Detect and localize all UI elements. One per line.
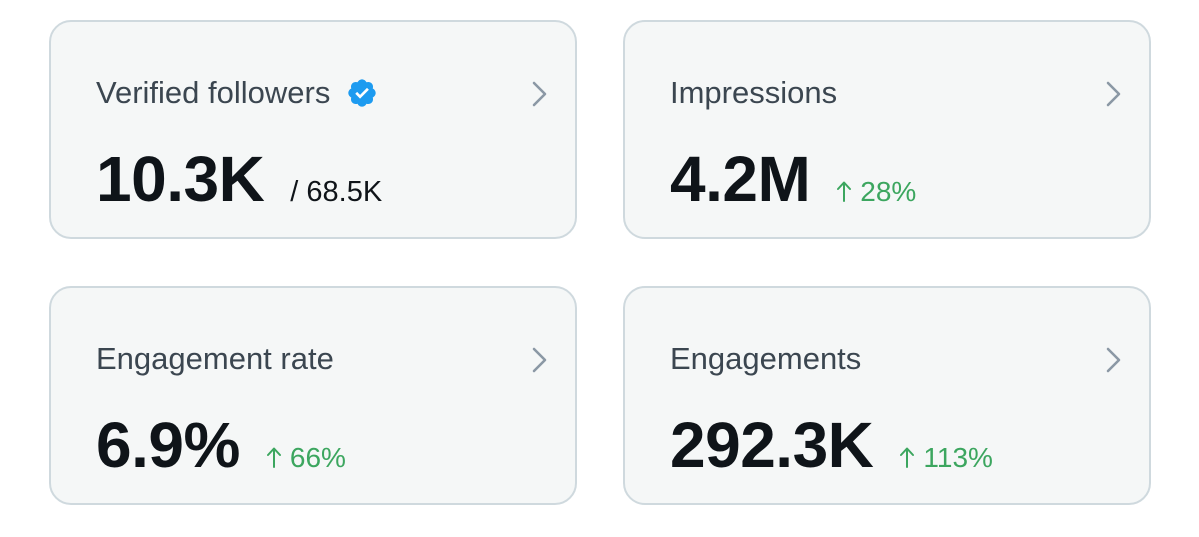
arrow-up-icon [266,447,281,468]
metric-value: 4.2M [670,143,811,215]
change-percent: 28% [860,176,917,207]
chevron-right-icon[interactable] [530,80,550,108]
card-title-text: Engagements [670,341,862,376]
card-title-text: Engagement rate [96,341,334,376]
arrow-up-icon [900,447,915,468]
chevron-right-icon[interactable] [530,346,550,374]
metric-value-row: 10.3K / 68.5K [96,144,382,214]
metric-value: 6.9% [96,409,240,481]
metric-value-row: 4.2M 28% [670,144,916,214]
impressions-card[interactable]: Impressions 4.2M 28% [623,20,1151,239]
metric-value: 10.3K [96,143,265,215]
change-indicator: 28% [836,176,916,208]
card-title: Impressions [670,73,837,113]
card-title-text: Impressions [670,75,838,110]
metric-total: / 68.5K [290,176,383,208]
verified-followers-card[interactable]: Verified followers 10.3K / 68.5K [49,20,577,239]
change-indicator: 113% [899,442,993,474]
metric-value: 292.3K [670,409,874,481]
verified-badge-icon [348,79,377,107]
engagement-rate-card[interactable]: Engagement rate 6.9% 66% [49,286,577,505]
engagements-card[interactable]: Engagements 292.3K 113% [623,286,1151,505]
card-title: Engagements [670,339,861,379]
metric-value-row: 292.3K 113% [670,410,993,480]
chevron-right-icon[interactable] [1104,346,1124,374]
change-indicator: 66% [266,442,346,474]
card-title: Engagement rate [96,339,334,379]
change-percent: 113% [923,442,993,473]
card-title: Verified followers [96,73,378,113]
arrow-up-icon [837,181,852,202]
card-title-text: Verified followers [96,75,331,110]
change-percent: 66% [289,442,346,473]
chevron-right-icon[interactable] [1104,80,1124,108]
metric-value-row: 6.9% 66% [96,410,346,480]
